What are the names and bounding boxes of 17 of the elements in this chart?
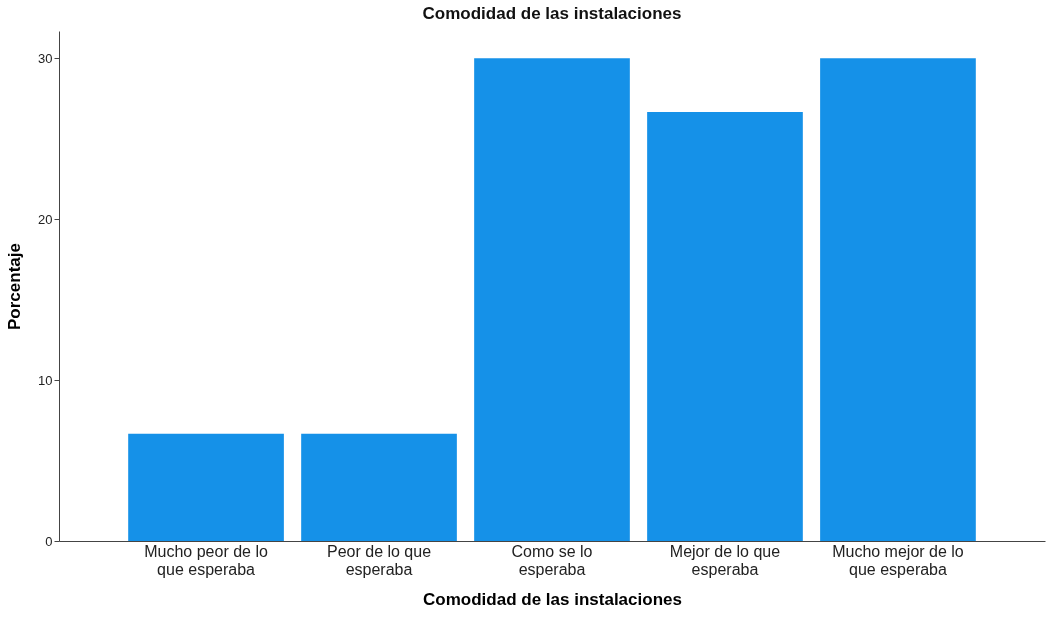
- bar: [301, 433, 457, 541]
- y-tick-label: 30: [38, 50, 53, 66]
- x-tick-label: Peor de lo que esperaba: [326, 542, 432, 578]
- x-tick-label: Mucho peor de lo que esperaba: [144, 542, 268, 578]
- bar: [647, 111, 803, 541]
- x-axis-title: Comodidad de las instalaciones: [423, 589, 682, 609]
- x-tick-label: Mejor de lo que esperaba: [669, 542, 781, 578]
- bar: [820, 58, 976, 541]
- y-tick-label: 10: [38, 372, 53, 388]
- x-tick-label: Mucho mejor de lo que esperaba: [832, 542, 964, 578]
- x-tick-label: Como se lo esperaba: [511, 542, 593, 578]
- chart-title: Comodidad de las instalaciones: [422, 4, 682, 23]
- y-axis-title: Porcentaje: [5, 243, 25, 330]
- bar: [128, 433, 284, 541]
- y-tick-label: 20: [38, 211, 53, 227]
- y-tick-label: 0: [45, 533, 53, 549]
- bar: [474, 58, 630, 541]
